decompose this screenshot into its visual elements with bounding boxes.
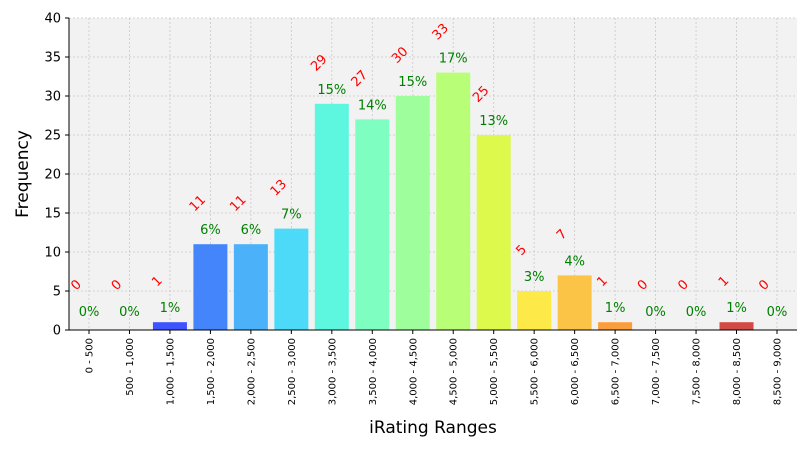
bar: [598, 322, 633, 330]
bar: [476, 135, 511, 330]
bar: [193, 244, 228, 330]
x-tick-label: 6,000 - 6,500: [570, 338, 581, 405]
x-axis-title: iRating Ranges: [369, 418, 497, 438]
percent-label: 13%: [479, 114, 508, 129]
x-tick-label: 7,500 - 8,000: [692, 338, 703, 405]
y-tick-label: 30: [44, 90, 61, 105]
bar: [517, 291, 552, 330]
percent-label: 15%: [317, 83, 346, 98]
bar: [557, 275, 592, 330]
percent-label: 14%: [358, 98, 387, 113]
x-tick-label: 8,500 - 9,000: [772, 338, 783, 405]
percent-label: 3%: [524, 270, 545, 285]
x-tick-label: 3,000 - 3,500: [327, 338, 338, 405]
percent-label: 17%: [439, 52, 468, 67]
y-tick-label: 10: [44, 246, 61, 261]
percent-label: 0%: [79, 305, 100, 320]
y-tick-label: 0: [53, 324, 61, 339]
x-tick-label: 8,000 - 8,500: [732, 338, 743, 405]
y-axis-ticks: 0 5 10 15 20 25 30 35 40: [44, 12, 69, 339]
percent-label: 6%: [241, 223, 262, 238]
x-tick-label: 6,500 - 7,000: [611, 338, 622, 405]
bar: [152, 322, 187, 330]
x-tick-label: 1,000 - 1,500: [165, 338, 176, 405]
x-tick-label: 4,500 - 5,000: [449, 338, 460, 405]
percent-label: 6%: [200, 223, 221, 238]
y-axis-title: Frequency: [13, 130, 33, 218]
y-tick-label: 20: [44, 168, 61, 183]
y-tick-label: 40: [44, 12, 61, 27]
percent-label: 1%: [605, 301, 626, 316]
bar: [719, 322, 754, 330]
bar: [395, 96, 430, 330]
bar: [436, 72, 471, 330]
percent-label: 0%: [767, 305, 788, 320]
x-tick-label: 2,500 - 3,000: [287, 338, 298, 405]
x-tick-label: 5,500 - 6,000: [530, 338, 541, 405]
percent-label: 15%: [398, 75, 427, 90]
percent-label: 1%: [726, 301, 747, 316]
y-tick-label: 25: [44, 129, 61, 144]
percent-label: 0%: [686, 305, 707, 320]
x-tick-label: 2,000 - 2,500: [246, 338, 257, 405]
percent-label: 0%: [119, 305, 140, 320]
percent-label: 4%: [564, 254, 585, 269]
y-tick-label: 35: [44, 51, 61, 66]
x-tick-label: 3,500 - 4,000: [368, 338, 379, 405]
x-tick-label: 0 - 500: [85, 338, 96, 373]
percent-label: 7%: [281, 208, 302, 223]
percent-label: 1%: [160, 301, 181, 316]
x-tick-label: 4,000 - 4,500: [408, 338, 419, 405]
x-axis-ticks: 0 - 500 500 - 1,000 1,000 - 1,500 1,500 - 2…: [85, 330, 783, 405]
y-tick-label: 15: [44, 207, 61, 222]
x-tick-label: 5,000 - 5,500: [489, 338, 500, 405]
x-tick-label: 1,500 - 2,000: [206, 338, 217, 405]
percent-label: 0%: [645, 305, 666, 320]
bar: [314, 103, 349, 330]
x-tick-label: 500 - 1,000: [125, 338, 136, 396]
bar: [233, 244, 268, 330]
bar: [355, 119, 390, 331]
bar: [274, 228, 309, 330]
x-tick-label: 7,000 - 7,500: [651, 338, 662, 405]
y-tick-label: 5: [53, 285, 61, 300]
bars: [152, 72, 754, 331]
